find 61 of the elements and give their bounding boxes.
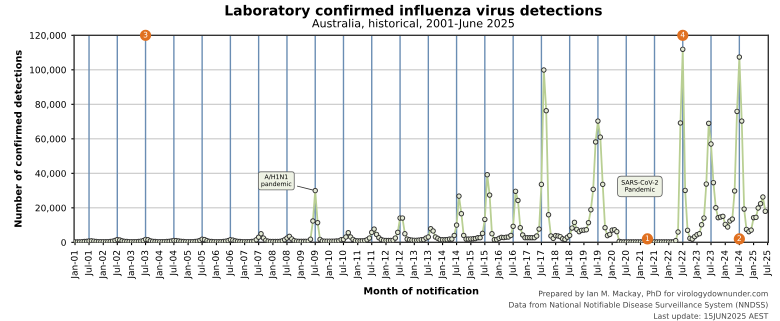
x-tick-label: Jul-01 [84, 250, 94, 276]
y-tick-label: 80,000 [35, 101, 66, 109]
x-tick-label: Jul-20 [622, 250, 631, 276]
x-tick-label: Jan-22 [664, 250, 674, 280]
x-tick-label: Jul-19 [594, 250, 602, 276]
x-tick-label: Jan-02 [99, 250, 108, 280]
y-axis-title: Number of confirmed detections [14, 50, 22, 227]
x-tick-label: Jul-06 [226, 250, 235, 276]
x-tick-label: Jul-04 [170, 250, 178, 276]
x-tick-label: Jul-18 [565, 250, 574, 276]
chart-subtitle: Australia, historical, 2001-June 2025 [312, 18, 514, 30]
x-tick-label: Jan-17 [523, 250, 532, 280]
x-tick-label: Jan-23 [692, 250, 702, 280]
x-tick-label: Jul-08 [282, 250, 292, 276]
x-tick-label: Jul-21 [650, 250, 659, 276]
x-tick-label: Jul-23 [706, 250, 716, 276]
x-tick-label: Jan-06 [212, 250, 221, 280]
x-tick-label: Jan-12 [382, 250, 390, 280]
x-tick-label: Jul-07 [254, 250, 263, 276]
x-tick-label: Jul-10 [339, 250, 348, 276]
y-tick-label: 120,000 [30, 32, 66, 40]
x-tick-label: Jan-05 [184, 250, 192, 280]
x-tick-label: Jan-15 [466, 250, 476, 280]
y-tick-label: 60,000 [36, 136, 66, 144]
x-tick-label: Jul-12 [396, 250, 404, 276]
x-axis-title: Month of notification [364, 286, 478, 295]
x-tick-label: Jan-07 [240, 250, 249, 280]
x-tick-label: Jan-04 [156, 250, 164, 280]
chart-title: Laboratory confirmed influenza virus detections [226, 4, 602, 18]
x-tick-label: Jan-19 [580, 250, 588, 280]
x-tick-label: Jan-16 [494, 250, 504, 280]
x-tick-label: Jan-01 [70, 250, 80, 280]
x-tick-label: Jul-05 [198, 250, 206, 276]
x-tick-label: Jan-10 [325, 250, 334, 280]
x-tick-label: Jul-14 [452, 250, 461, 276]
x-tick-label: Jan-25 [749, 250, 758, 280]
x-tick-label: Jan-03 [127, 250, 136, 280]
x-tick-label: Jan-13 [410, 250, 419, 280]
x-tick-label: Jul-13 [424, 250, 433, 276]
x-tick-label: Jan-09 [297, 250, 306, 280]
y-tick-label: 40,000 [35, 170, 66, 178]
y-tick-label: 0 [61, 239, 66, 246]
x-tick-label: Jul-17 [537, 250, 546, 276]
x-tick-label: Jul-15 [480, 250, 490, 276]
x-tick-label: Jan-08 [268, 250, 278, 280]
y-tick-label: 100,000 [30, 66, 66, 74]
x-tick-label: Jan-11 [354, 250, 362, 280]
x-tick-label: Jan-20 [608, 250, 616, 280]
x-tick-label: Jul-03 [141, 250, 150, 276]
y-tick-label: 20,000 [36, 204, 66, 212]
x-tick-label: Jan-14 [438, 250, 447, 280]
x-tick-label: Jan-21 [636, 250, 645, 280]
x-tick-label: Jan-24 [721, 250, 730, 280]
x-tick-label: Jul-25 [763, 250, 772, 276]
x-tick-label: Jul-24 [734, 250, 744, 276]
x-tick-label: Jul-22 [678, 250, 688, 276]
x-tick-label: Jul-09 [310, 250, 320, 276]
x-tick-label: Jul-16 [508, 250, 518, 276]
x-tick-label: Jul-11 [367, 250, 376, 276]
x-tick-label: Jul-02 [112, 250, 122, 276]
x-tick-label: Jan-18 [551, 250, 560, 280]
